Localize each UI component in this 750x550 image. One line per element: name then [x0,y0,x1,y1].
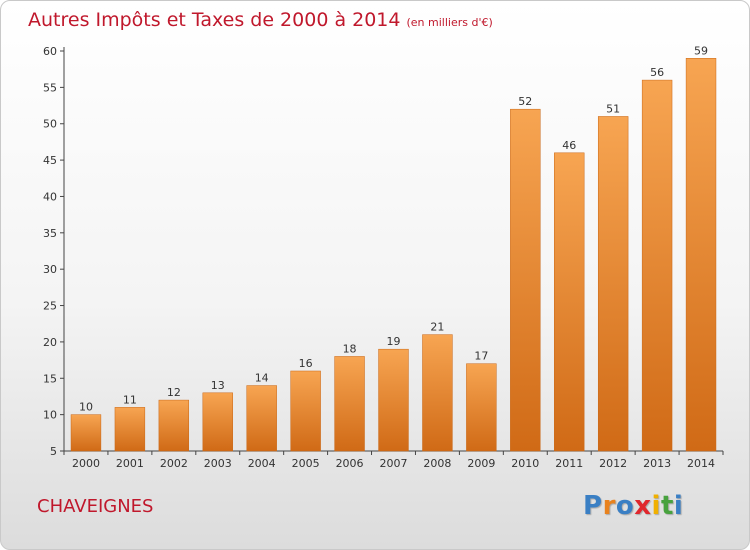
y-tick-label: 55 [43,81,57,94]
value-label: 19 [387,335,401,348]
bar [466,363,497,452]
value-label: 46 [562,139,576,152]
y-tick-label: 5 [50,445,57,458]
y-tick-label: 10 [43,409,57,422]
logo-letter: P [583,491,603,521]
value-label: 21 [430,321,444,334]
bar [422,334,453,452]
value-label: 59 [694,44,708,57]
bar [510,108,541,452]
logo-letter: t [660,491,674,521]
value-label: 10 [79,401,93,414]
bars [70,58,717,452]
value-label: 17 [474,350,488,363]
x-tick-label: 2005 [292,457,320,470]
x-tick-label: 2002 [160,457,188,470]
y-tick-label: 50 [43,118,57,131]
x-tick-label: 2008 [423,457,451,470]
bar [378,348,409,452]
value-label: 51 [606,102,620,115]
title-text: Autres Impôts et Taxes de 2000 à 2014 [28,9,401,31]
value-label: 13 [211,379,225,392]
y-tick-label: 35 [43,227,57,240]
place-name: CHAVEIGNES [37,496,154,517]
value-label: 16 [299,357,313,370]
value-labels: 10 11 12 13 14 16 18 19 21 17 52 46 51 56 59 [79,44,708,413]
logo-letter: i [651,491,661,521]
bar [202,392,233,452]
value-label: 18 [343,342,357,355]
chart-title: Autres Impôts et Taxes de 2000 à 2014 (en… [28,9,493,31]
bar [334,356,365,452]
bar [114,407,146,452]
bar [685,58,717,452]
value-label: 14 [255,372,269,385]
y-tick-label: 45 [43,154,57,167]
bar [290,370,321,452]
value-label: 56 [650,66,664,79]
x-tick-label: 2011 [555,457,583,470]
logo-letter: o [615,491,635,521]
logo-letter: i [673,491,684,521]
y-tick-label: 25 [43,300,57,313]
x-tick-label: 2010 [511,457,539,470]
bar [597,116,629,452]
logo-letter: x [634,491,652,521]
bar [158,399,190,452]
x-tick-label: 2007 [380,457,408,470]
value-label: 52 [518,95,532,108]
y-tick-label: 40 [43,190,57,203]
bar [554,152,585,452]
y-tick-label: 30 [43,263,57,276]
x-tick-label: 2003 [204,457,232,470]
bar [641,79,673,452]
x-tick-label: 2009 [467,457,495,470]
x-tick-label: 2001 [116,457,144,470]
bar [246,385,277,452]
value-label: 11 [123,393,137,406]
x-tick-label: 2000 [72,457,100,470]
value-label: 12 [167,386,181,399]
unit-label: (en milliers d'€) [406,16,493,29]
y-tick-label: 60 [43,45,57,58]
y-tick-label: 20 [43,336,57,349]
y-tick-label: 15 [43,372,57,385]
logo-letter: r [602,491,616,521]
x-tick-label: 2004 [248,457,276,470]
bar [70,414,102,452]
x-tick-label: 2012 [599,457,627,470]
x-tick-label: 2006 [336,457,364,470]
proxiti-logo[interactable]: Proxiti [583,491,683,521]
x-tick-label: 2014 [687,457,715,470]
x-tick-label: 2013 [643,457,671,470]
